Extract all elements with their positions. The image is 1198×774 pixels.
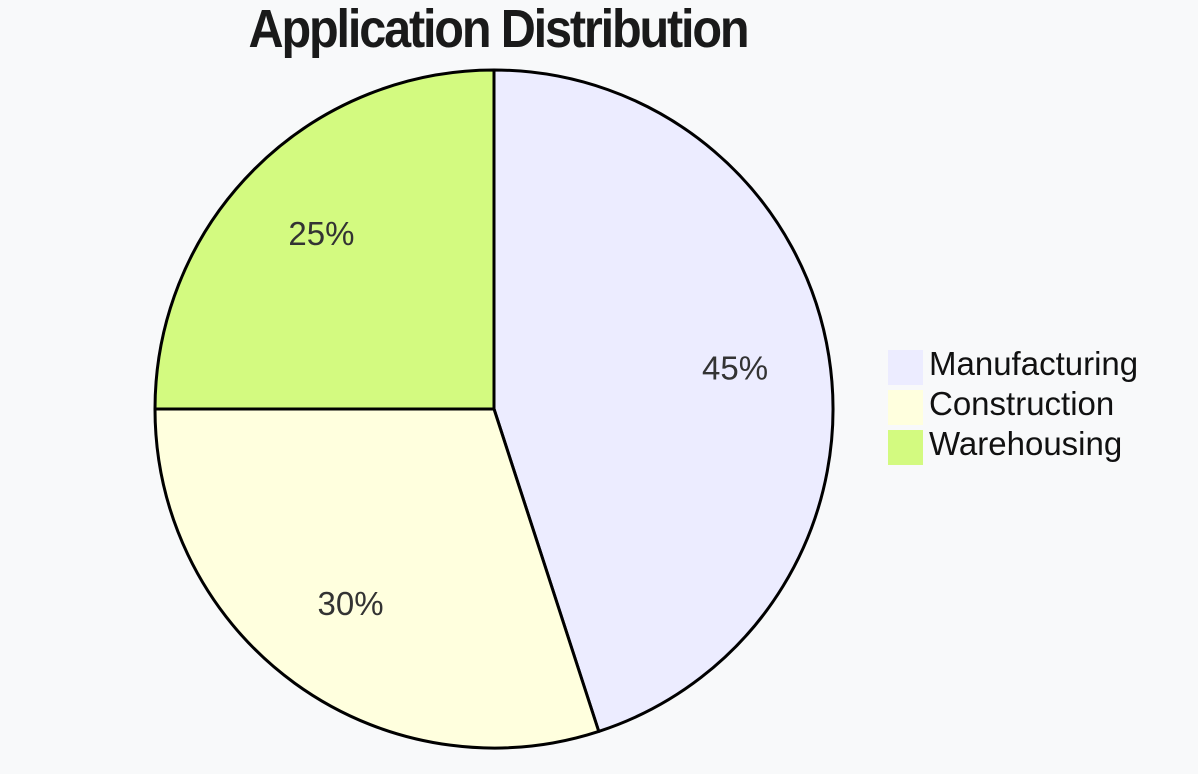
svg-text:Manufacturing: Manufacturing (929, 345, 1138, 382)
svg-text:Construction: Construction (929, 385, 1114, 422)
svg-text:25%: 25% (288, 215, 354, 252)
svg-text:Warehousing: Warehousing (929, 425, 1122, 462)
svg-text:30%: 30% (317, 585, 383, 622)
svg-text:45%: 45% (702, 350, 768, 387)
